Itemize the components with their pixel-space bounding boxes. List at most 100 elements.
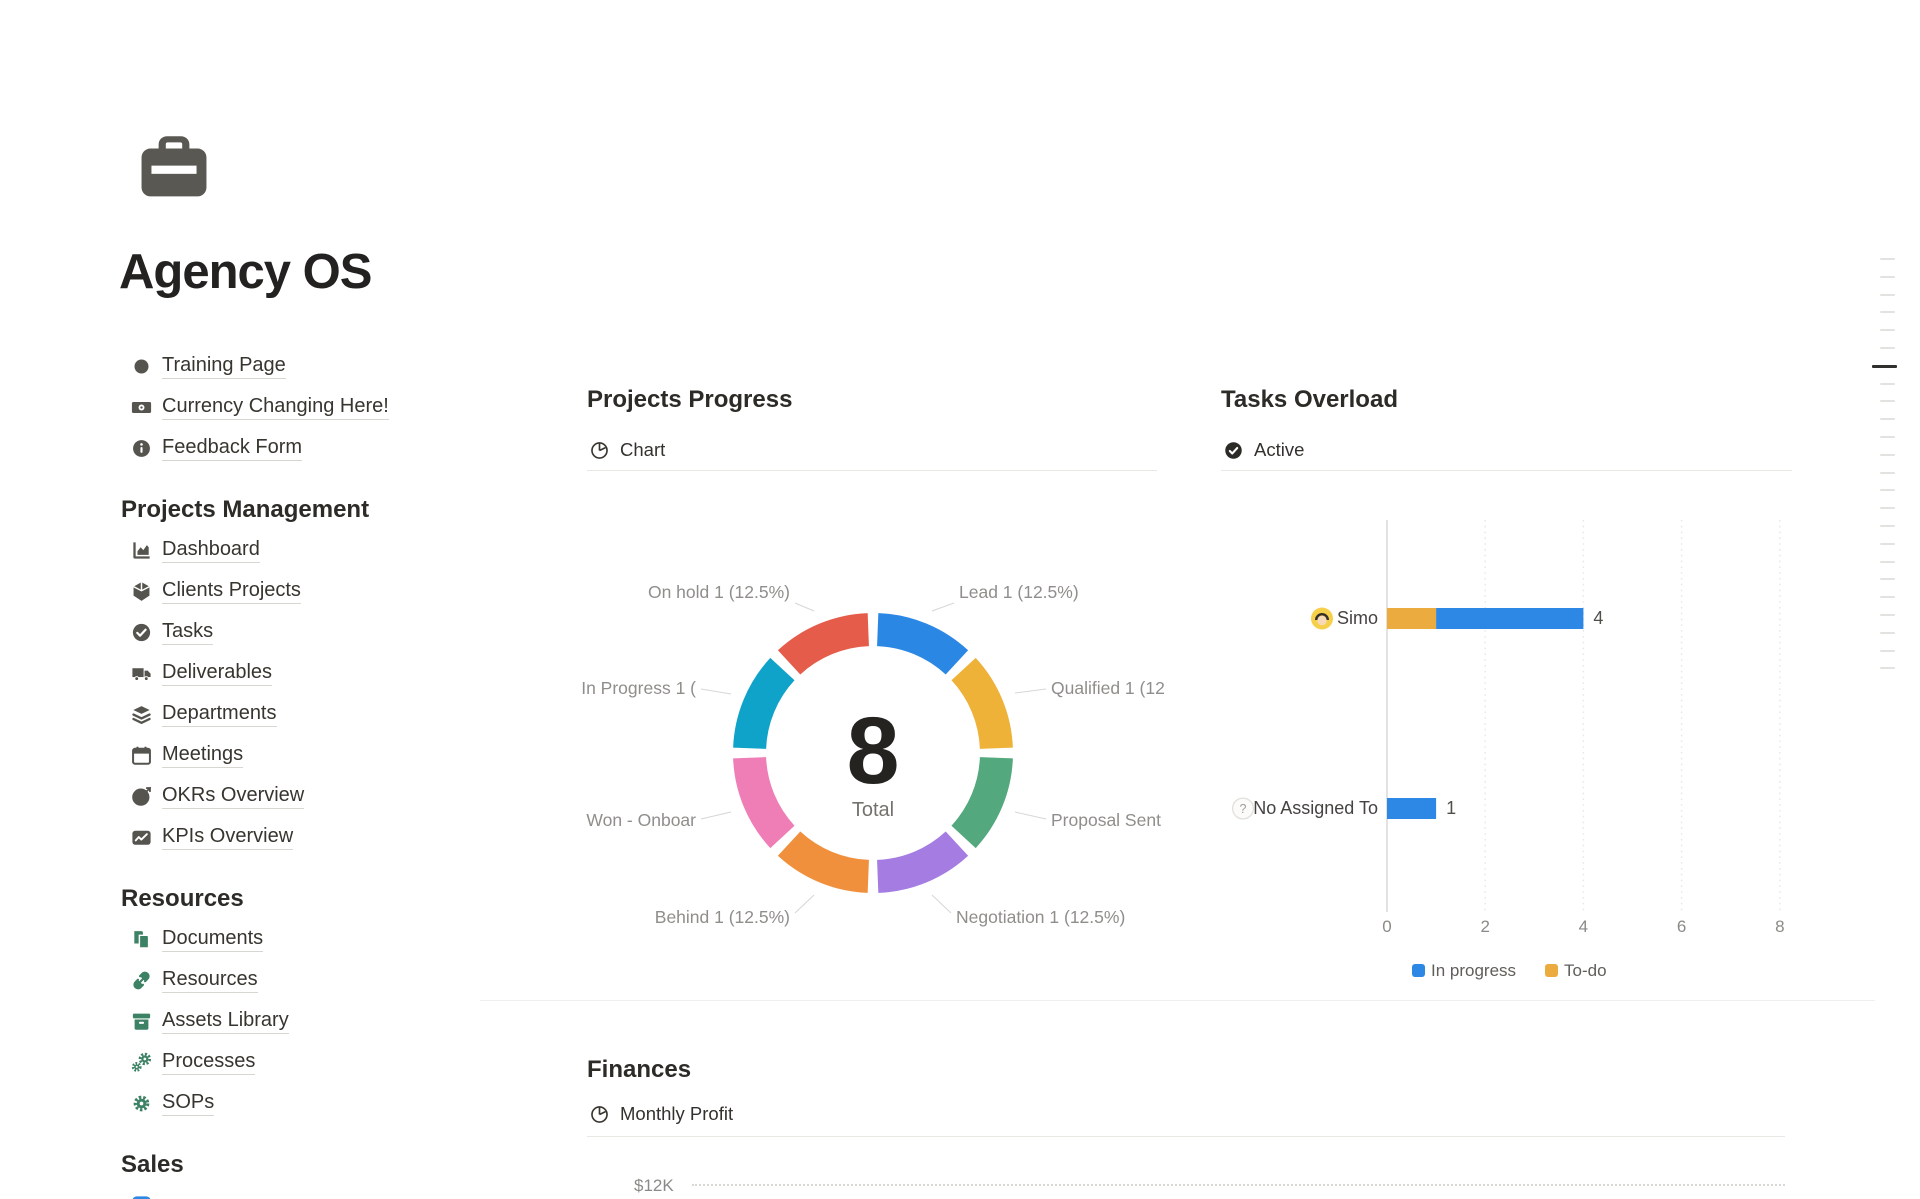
x-tick-label: 0: [1382, 917, 1391, 936]
tab-chart[interactable]: Chart: [589, 437, 665, 463]
pie-chart-icon: [589, 1104, 610, 1125]
nav-link-assets-library[interactable]: Assets Library: [121, 1001, 511, 1042]
partial-blue-icon: [130, 1194, 153, 1199]
x-tick-label: 8: [1775, 917, 1784, 936]
toc-dash[interactable]: [1880, 667, 1895, 670]
legend-swatch: [1545, 964, 1558, 977]
tasks-overload-bar-chart[interactable]: 4 Simo 1 No Assigned To ? 0 2 4 6 8 In progress…: [1220, 505, 1860, 1005]
area-chart-icon: [130, 539, 153, 562]
nav-link-tasks[interactable]: Tasks: [121, 612, 511, 653]
pie-chart-icon: [589, 440, 610, 461]
finances-gridline: [692, 1184, 1785, 1186]
nav-link-dashboard[interactable]: Dashboard: [121, 530, 511, 571]
bar-segment-to-do[interactable]: [1387, 608, 1437, 629]
nav-link-label: Meetings: [162, 743, 244, 768]
tab-active-label: Active: [1254, 439, 1305, 460]
donut-slice-3[interactable]: [876, 831, 969, 893]
nav-link-training-page[interactable]: Training Page: [121, 346, 511, 387]
donut-leader-line: [794, 602, 815, 612]
nav-link-sops[interactable]: SOPs: [121, 1083, 511, 1124]
donut-slice-6[interactable]: [733, 657, 795, 750]
donut-slice-label: Negotiation 1 (12.5%): [956, 907, 1125, 927]
bar-segment-in-progress[interactable]: [1387, 798, 1437, 819]
tab-monthly-profit-label: Monthly Profit: [620, 1103, 734, 1124]
cube-icon: [130, 580, 153, 603]
x-tick-label: 4: [1579, 917, 1588, 936]
nav-link-okrs-overview[interactable]: OKRs Overview: [121, 776, 511, 817]
legend-swatch: [1412, 964, 1425, 977]
toc-dash[interactable]: [1880, 596, 1895, 599]
x-tick-label: 6: [1677, 917, 1686, 936]
simo-avatar: [1311, 607, 1333, 630]
nav-link-label: Tasks: [162, 620, 214, 645]
toc-dash[interactable]: [1880, 347, 1895, 349]
nav-link-meetings[interactable]: Meetings: [121, 735, 511, 776]
toc-dash[interactable]: [1880, 542, 1895, 545]
toc-dash[interactable]: [1880, 293, 1895, 296]
nav-link-label: Training Page: [162, 354, 286, 379]
bar-total-label: 4: [1593, 608, 1603, 628]
tab-monthly-profit[interactable]: Monthly Profit: [589, 1101, 733, 1127]
toc-dash[interactable]: [1880, 560, 1895, 563]
briefcase-icon[interactable]: [133, 126, 215, 208]
content-divider: [480, 1000, 1875, 1001]
bar-total-label: 1: [1446, 798, 1456, 818]
toc-dash[interactable]: [1880, 614, 1895, 616]
toc-dash[interactable]: [1880, 418, 1895, 421]
nav-link-documents[interactable]: Documents: [121, 919, 511, 960]
line-chart-icon: [130, 826, 153, 849]
donut-slice-label: Proposal Sent: [1051, 810, 1161, 830]
nav-link-feedback-form[interactable]: Feedback Form: [121, 428, 511, 469]
toc-dash[interactable]: [1880, 631, 1895, 634]
nav-link-resources[interactable]: Resources: [121, 960, 511, 1001]
toc-dash[interactable]: [1880, 400, 1895, 403]
nav-link-departments[interactable]: Departments: [121, 694, 511, 735]
tab-chart-label: Chart: [620, 439, 666, 460]
donut-slice-5[interactable]: [733, 756, 795, 849]
gears-icon: [130, 1051, 153, 1074]
documents-icon: [130, 928, 153, 951]
toc-dash-active[interactable]: [1872, 364, 1897, 368]
donut-slice-0[interactable]: [876, 613, 969, 675]
toc-dash[interactable]: [1880, 453, 1895, 456]
projects-progress-donut-chart[interactable]: Lead 1 (12.5%) Qualified 1 (12 Proposal Se…: [578, 553, 1188, 953]
donut-slice-2[interactable]: [951, 756, 1013, 849]
nav-link-label: OKRs Overview: [162, 784, 305, 809]
nav-link-partial[interactable]: [121, 1185, 511, 1199]
chart-tab-divider: [587, 470, 1157, 471]
monthly-profit-tab-divider: [587, 1136, 1785, 1137]
donut-slice-4[interactable]: [777, 831, 870, 893]
nav-section-heading: Resources: [121, 884, 244, 912]
nav-link-deliverables[interactable]: Deliverables: [121, 653, 511, 694]
toc-dash[interactable]: [1880, 578, 1895, 581]
toc-dash[interactable]: [1880, 649, 1895, 652]
toc-dash[interactable]: [1880, 471, 1895, 474]
nav-link-clients-projects[interactable]: Clients Projects: [121, 571, 511, 612]
toc-dash[interactable]: [1880, 507, 1895, 510]
nav-link-label: Feedback Form: [162, 436, 303, 461]
donut-slice-7[interactable]: [777, 613, 870, 675]
toc-dash[interactable]: [1880, 436, 1895, 438]
toc-dash[interactable]: [1880, 329, 1895, 332]
toc-dash[interactable]: [1880, 525, 1895, 527]
toc-dash[interactable]: [1880, 275, 1895, 278]
bar-segment-in-progress[interactable]: [1436, 608, 1584, 629]
nav-link-kpis-overview[interactable]: KPIs Overview: [121, 817, 511, 858]
toc-dash[interactable]: [1880, 311, 1895, 314]
bar-category-label: No Assigned To: [1253, 798, 1378, 818]
tab-active[interactable]: Active: [1223, 437, 1304, 463]
donut-slice-label: In Progress 1 (: [581, 678, 696, 698]
nav-link-processes[interactable]: Processes: [121, 1042, 511, 1083]
projects-progress-heading: Projects Progress: [587, 386, 793, 413]
banknote-icon: [130, 396, 153, 419]
bar-category-label: Simo: [1337, 608, 1378, 628]
toc-dash[interactable]: [1880, 258, 1895, 260]
nav-link-currency-changing-here[interactable]: Currency Changing Here!: [121, 387, 511, 428]
donut-slice-1[interactable]: [951, 657, 1013, 750]
toc-dash[interactable]: [1880, 489, 1895, 492]
toc-dash[interactable]: [1880, 382, 1895, 385]
svg-text:?: ?: [1240, 802, 1247, 816]
nav-section-heading: Sales: [121, 1150, 184, 1178]
archive-icon: [130, 1010, 153, 1033]
